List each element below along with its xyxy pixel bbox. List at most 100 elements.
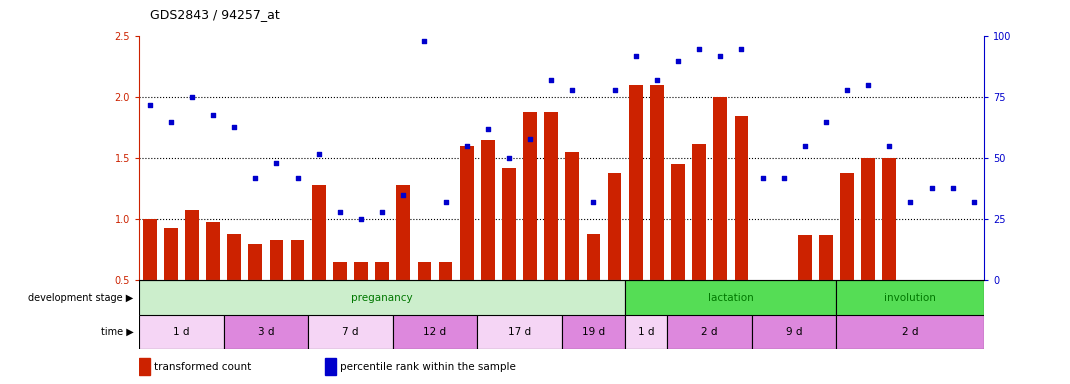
- Text: percentile rank within the sample: percentile rank within the sample: [340, 362, 516, 372]
- Bar: [861, 158, 875, 341]
- Bar: [477, 315, 562, 349]
- Bar: [649, 85, 663, 341]
- Point: [754, 175, 771, 181]
- Point: [141, 102, 158, 108]
- Text: preganancy: preganancy: [351, 293, 413, 303]
- Text: transformed count: transformed count: [154, 362, 251, 372]
- Bar: [798, 235, 812, 341]
- Point: [352, 216, 369, 222]
- Point: [944, 185, 961, 191]
- Bar: [840, 173, 854, 341]
- Text: 7 d: 7 d: [342, 327, 358, 337]
- Bar: [224, 315, 308, 349]
- Bar: [207, 222, 220, 341]
- Bar: [523, 112, 537, 341]
- Text: 2 d: 2 d: [902, 327, 919, 337]
- Point: [373, 209, 391, 215]
- Bar: [625, 315, 668, 349]
- Bar: [586, 234, 600, 341]
- Bar: [354, 262, 368, 341]
- Text: GDS2843 / 94257_at: GDS2843 / 94257_at: [150, 8, 279, 21]
- Bar: [308, 315, 393, 349]
- Bar: [325, 358, 336, 376]
- Point: [416, 38, 433, 45]
- Bar: [752, 315, 837, 349]
- Bar: [903, 323, 917, 341]
- Bar: [671, 164, 685, 341]
- Text: 17 d: 17 d: [508, 327, 531, 337]
- Point: [965, 199, 982, 205]
- Bar: [164, 228, 178, 341]
- Point: [817, 119, 835, 125]
- Text: 9 d: 9 d: [786, 327, 802, 337]
- Bar: [819, 235, 832, 341]
- Bar: [668, 315, 752, 349]
- Bar: [142, 219, 156, 341]
- Bar: [139, 315, 224, 349]
- Text: 19 d: 19 d: [582, 327, 605, 337]
- Point: [670, 58, 687, 64]
- Bar: [946, 323, 960, 341]
- Point: [585, 199, 602, 205]
- Point: [859, 82, 876, 88]
- Point: [564, 87, 581, 93]
- Point: [923, 185, 941, 191]
- Bar: [837, 280, 984, 315]
- Bar: [562, 315, 625, 349]
- Bar: [396, 185, 410, 341]
- Bar: [185, 210, 199, 341]
- Bar: [139, 358, 150, 376]
- Bar: [625, 280, 837, 315]
- Bar: [924, 313, 938, 341]
- Point: [606, 87, 623, 93]
- Bar: [291, 240, 305, 341]
- Point: [775, 175, 792, 181]
- Point: [226, 124, 243, 130]
- Point: [712, 53, 729, 59]
- Bar: [755, 314, 769, 341]
- Bar: [777, 314, 791, 341]
- Bar: [714, 98, 728, 341]
- Point: [796, 143, 813, 149]
- Point: [501, 156, 518, 162]
- Text: 12 d: 12 d: [424, 327, 446, 337]
- Point: [458, 143, 475, 149]
- Point: [627, 53, 644, 59]
- Bar: [417, 262, 431, 341]
- Bar: [967, 323, 981, 341]
- Bar: [545, 112, 559, 341]
- Text: 1 d: 1 d: [638, 327, 655, 337]
- Point: [310, 151, 327, 157]
- Bar: [333, 262, 347, 341]
- Bar: [608, 173, 622, 341]
- Text: involution: involution: [885, 293, 936, 303]
- Point: [247, 175, 264, 181]
- Point: [395, 192, 412, 198]
- Point: [733, 46, 750, 52]
- Bar: [227, 234, 241, 341]
- Point: [289, 175, 306, 181]
- Bar: [376, 262, 389, 341]
- Point: [521, 136, 538, 142]
- Text: lactation: lactation: [708, 293, 753, 303]
- Bar: [692, 144, 706, 341]
- Point: [881, 143, 898, 149]
- Bar: [439, 262, 453, 341]
- Text: 2 d: 2 d: [702, 327, 718, 337]
- Point: [479, 126, 496, 132]
- Point: [437, 199, 454, 205]
- Point: [204, 111, 221, 118]
- Bar: [139, 280, 625, 315]
- Text: 3 d: 3 d: [258, 327, 274, 337]
- Text: development stage ▶: development stage ▶: [29, 293, 134, 303]
- Text: 1 d: 1 d: [173, 327, 189, 337]
- Point: [542, 77, 560, 83]
- Bar: [311, 185, 325, 341]
- Bar: [502, 168, 516, 341]
- Text: time ▶: time ▶: [101, 327, 134, 337]
- Bar: [460, 146, 474, 341]
- Point: [183, 94, 200, 101]
- Bar: [248, 244, 262, 341]
- Bar: [270, 240, 284, 341]
- Bar: [393, 315, 477, 349]
